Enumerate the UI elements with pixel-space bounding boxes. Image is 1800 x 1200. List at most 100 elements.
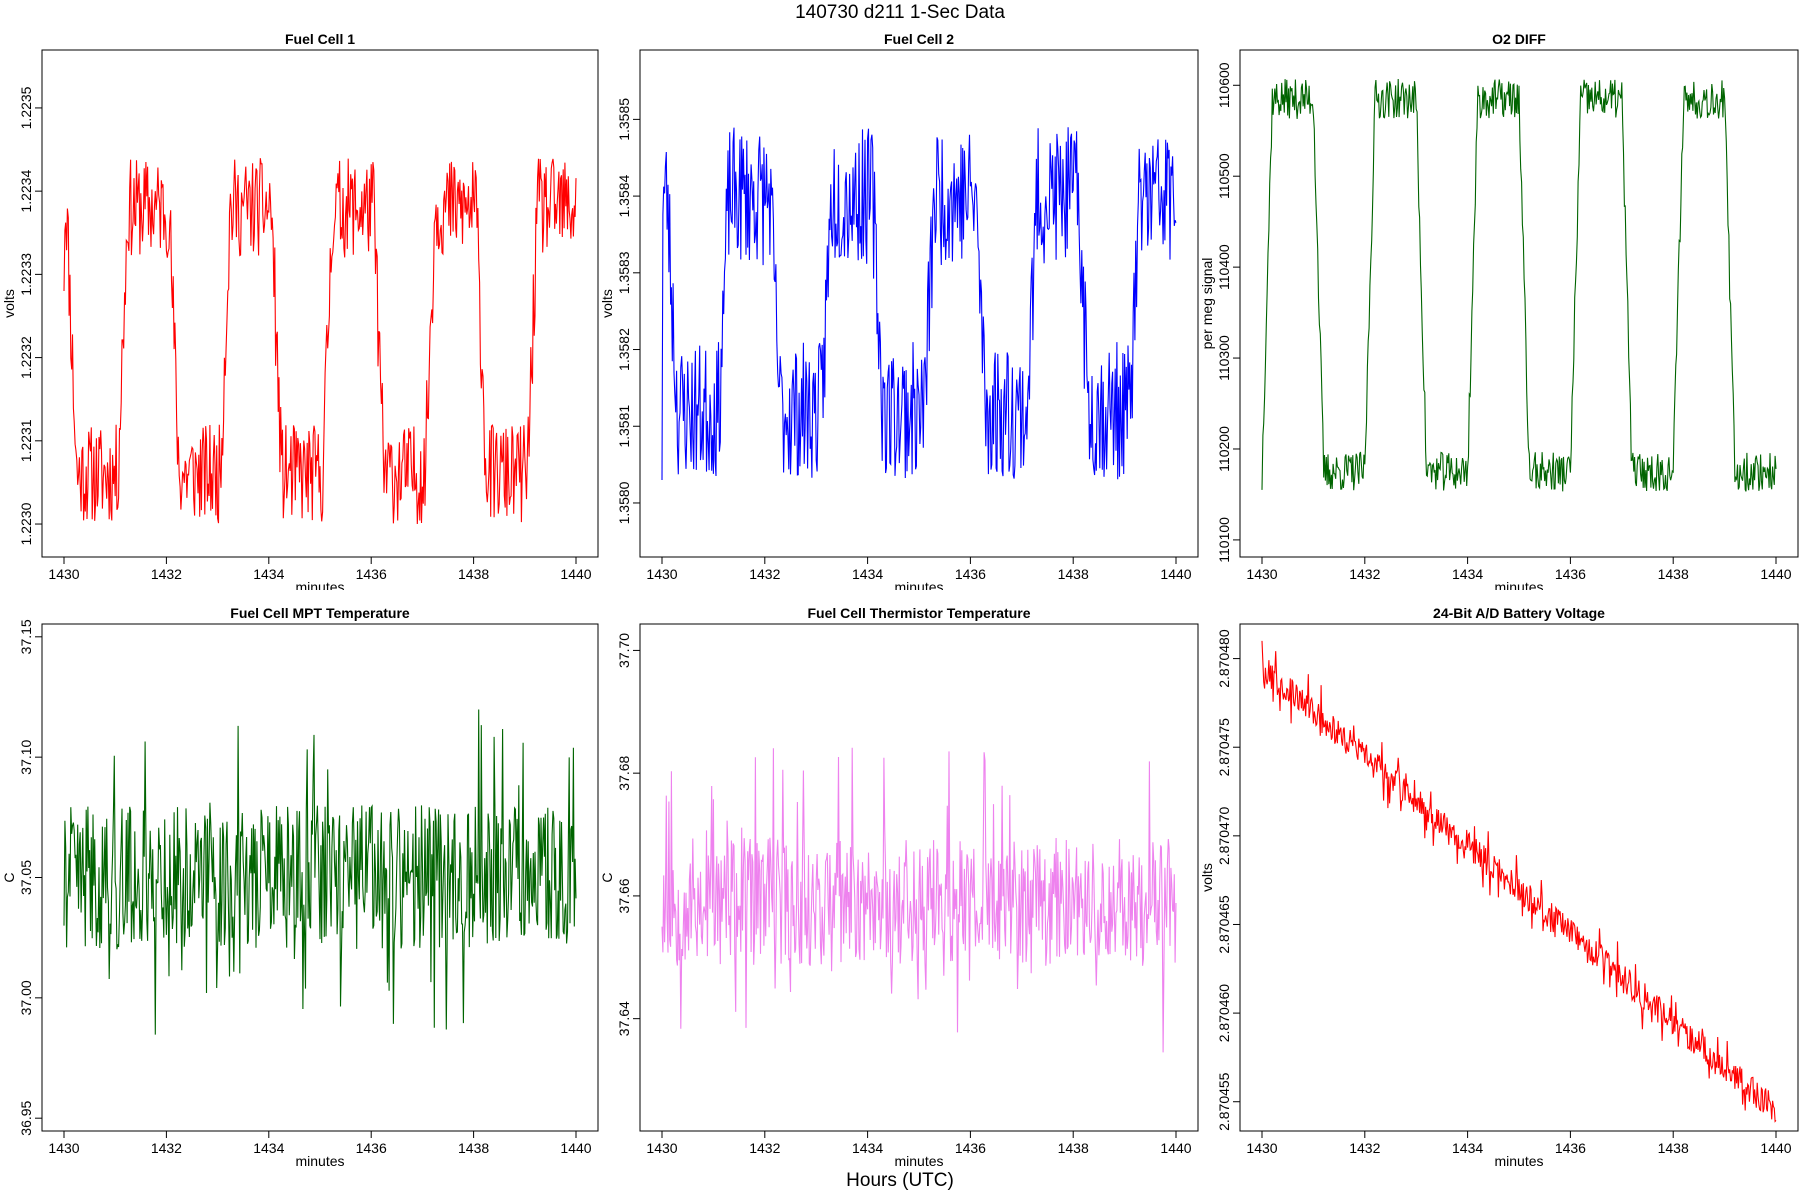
y-tick-label: 1.2233 <box>18 253 34 296</box>
x-tick-label: 1434 <box>1452 1140 1483 1156</box>
y-axis-label: per meg signal <box>1200 258 1215 350</box>
x-tick-label: 1430 <box>48 566 79 582</box>
y-tick-label: 37.15 <box>18 619 34 654</box>
x-tick-label: 1440 <box>560 1140 591 1156</box>
y-tick-label: 1.2235 <box>18 86 34 129</box>
y-axis-label: C <box>1 872 17 882</box>
x-axis-label: minutes <box>295 1153 344 1169</box>
y-tick-label: 37.68 <box>616 755 632 790</box>
x-tick-label: 1438 <box>1058 1140 1089 1156</box>
y-tick-label: 110200 <box>1216 426 1232 472</box>
y-tick-label: 37.05 <box>18 860 34 895</box>
series-line <box>1261 78 1777 492</box>
series-line <box>63 158 577 525</box>
y-tick-label: 1.3583 <box>616 251 632 294</box>
plot-frame <box>1239 49 1799 558</box>
plot-frame <box>41 49 599 558</box>
y-tick-label: 110600 <box>1216 62 1232 108</box>
y-tick-label: 2.870480 <box>1216 629 1232 688</box>
x-tick-label: 1434 <box>852 1140 883 1156</box>
y-tick-label: 2.870470 <box>1216 806 1232 865</box>
y-tick-label: 1.2231 <box>18 419 34 462</box>
panel-title: Fuel Cell 1 <box>285 31 355 47</box>
x-tick-label: 1436 <box>955 1140 986 1156</box>
x-tick-label: 1432 <box>151 566 182 582</box>
x-axis-label: minutes <box>1494 579 1543 590</box>
x-tick-label: 1432 <box>749 566 780 582</box>
y-tick-label: 2.870475 <box>1216 718 1232 777</box>
y-tick-label: 37.00 <box>18 980 34 1015</box>
x-tick-label: 1436 <box>356 566 387 582</box>
y-axis-label: C <box>600 872 615 882</box>
x-axis-label: minutes <box>1494 1153 1543 1169</box>
panel-title: Fuel Cell Thermistor Temperature <box>807 605 1030 621</box>
y-tick-label: 1.3582 <box>616 328 632 371</box>
y-tick-label: 110500 <box>1216 153 1232 199</box>
x-tick-label: 1440 <box>1760 566 1791 582</box>
series-line <box>661 127 1177 481</box>
x-tick-label: 1434 <box>1452 566 1483 582</box>
x-tick-label: 1440 <box>1160 1140 1191 1156</box>
x-tick-label: 1430 <box>1246 566 1277 582</box>
chart-fuel-cell-2: Fuel Cell 2 1430 1432 1434 1436 1438 1440 minut… <box>600 31 1199 590</box>
y-tick-label: 37.10 <box>18 739 34 774</box>
series-line <box>1261 640 1777 1123</box>
plot-frame <box>1239 623 1799 1132</box>
y-tick-label: 37.66 <box>616 878 632 913</box>
chart-thermistor-temperature: Fuel Cell Thermistor Temperature 1430 1432… <box>600 605 1199 1169</box>
x-axis-label: minutes <box>894 1153 943 1169</box>
x-tick-label: 1438 <box>1658 1140 1689 1156</box>
x-tick-label: 1438 <box>1658 566 1689 582</box>
x-tick-label: 1440 <box>1760 1140 1791 1156</box>
x-tick-label: 1432 <box>1349 1140 1380 1156</box>
x-tick-label: 1438 <box>458 566 489 582</box>
x-tick-label: 1436 <box>955 566 986 582</box>
x-tick-label: 1430 <box>646 566 677 582</box>
y-tick-label: 36.95 <box>18 1100 34 1135</box>
panel-title: O2 DIFF <box>1492 31 1546 47</box>
y-axis-label: volts <box>1 289 17 318</box>
x-tick-label: 1434 <box>253 566 284 582</box>
y-tick-label: 2.870465 <box>1216 895 1232 954</box>
x-tick-label: 1430 <box>646 1140 677 1156</box>
chart-fuel-cell-1: Fuel Cell 1 1430 1432 1434 1436 1438 1440 minut… <box>1 31 599 590</box>
y-tick-label: 1.2232 <box>18 336 34 379</box>
x-tick-label: 1430 <box>1246 1140 1277 1156</box>
panel-title: 24-Bit A/D Battery Voltage <box>1433 605 1605 621</box>
series-line <box>661 747 1177 1053</box>
x-tick-label: 1434 <box>253 1140 284 1156</box>
y-tick-label: 1.3580 <box>616 481 632 524</box>
y-tick-label: 2.870460 <box>1216 984 1232 1043</box>
y-tick-label: 37.70 <box>616 633 632 668</box>
chart-battery-voltage: 24-Bit A/D Battery Voltage 1430 1432 1434 14… <box>1200 605 1799 1169</box>
y-tick-label: 37.64 <box>616 1001 632 1036</box>
y-tick-label: 1.3581 <box>616 405 632 448</box>
x-tick-label: 1432 <box>151 1140 182 1156</box>
y-tick-label: 110100 <box>1216 517 1232 563</box>
y-tick-label: 1.2230 <box>18 502 34 545</box>
y-tick-label: 110300 <box>1216 335 1232 381</box>
x-tick-label: 1434 <box>852 566 883 582</box>
y-tick-label: 1.3584 <box>616 174 632 217</box>
x-tick-label: 1440 <box>1160 566 1191 582</box>
y-tick-label: 110400 <box>1216 244 1232 290</box>
x-tick-label: 1430 <box>48 1140 79 1156</box>
chart-mpt-temperature: Fuel Cell MPT Temperature 1430 1432 1434 143… <box>1 605 599 1169</box>
x-tick-label: 1440 <box>560 566 591 582</box>
y-tick-label: 2.870455 <box>1216 1072 1232 1131</box>
x-tick-label: 1432 <box>749 1140 780 1156</box>
x-tick-label: 1436 <box>1555 566 1586 582</box>
x-tick-label: 1438 <box>1058 566 1089 582</box>
x-tick-label: 1438 <box>458 1140 489 1156</box>
y-axis-label: volts <box>1200 863 1215 892</box>
x-tick-label: 1436 <box>356 1140 387 1156</box>
y-tick-label: 1.3585 <box>616 98 632 141</box>
x-tick-label: 1436 <box>1555 1140 1586 1156</box>
panel-title: Fuel Cell MPT Temperature <box>230 605 410 621</box>
series-line <box>63 709 577 1035</box>
x-tick-label: 1432 <box>1349 566 1380 582</box>
figure-x-label: Hours (UTC) <box>846 1170 954 1191</box>
figure-title: 140730 d211 1-Sec Data <box>795 2 1005 23</box>
x-axis-label: minutes <box>894 579 943 590</box>
plot-frame <box>639 623 1199 1132</box>
